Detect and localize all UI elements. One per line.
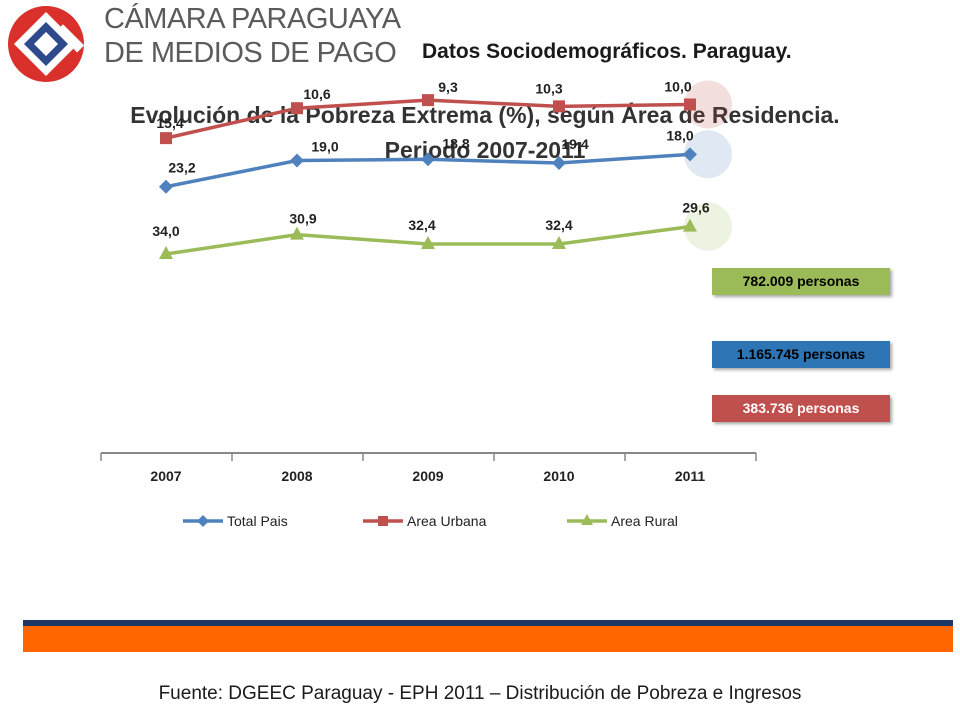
data-point — [290, 226, 304, 240]
data-point — [421, 152, 435, 167]
data-point — [291, 102, 303, 115]
data-point — [552, 236, 566, 250]
endpoint-glow — [684, 130, 732, 179]
legend-label: Total Pais — [227, 513, 288, 529]
legend-marker — [581, 514, 593, 525]
data-point — [683, 218, 697, 232]
badge-total-pais: 1.165.745 personas — [712, 341, 890, 368]
data-point — [683, 147, 697, 162]
data-point — [160, 132, 172, 145]
data-label: 30,9 — [289, 211, 316, 227]
badge-area-urbana: 383.736 personas — [712, 395, 890, 422]
data-point — [290, 153, 304, 168]
source-note: Fuente: DGEEC Paraguay - EPH 2011 – Dist… — [158, 683, 802, 704]
footer-orange-bar — [23, 626, 953, 652]
x-tick-label: 2007 — [150, 468, 181, 484]
badge-area-rural: 782.009 personas — [712, 268, 890, 295]
x-tick-label: 2009 — [412, 468, 443, 484]
data-label: 19,0 — [311, 139, 338, 155]
data-label: 10,3 — [535, 80, 562, 96]
x-tick-label: 2010 — [543, 468, 574, 484]
data-label: 9,3 — [438, 79, 458, 95]
legend-label: Area Rural — [611, 513, 678, 529]
logo-line-2: DE MEDIOS DE PAGO — [104, 37, 397, 69]
legend-marker — [197, 515, 209, 527]
data-label: 10,6 — [303, 86, 330, 102]
data-point — [552, 156, 566, 171]
logo-line-1: CÁMARA PARAGUAYA — [104, 3, 401, 35]
data-label: 29,6 — [682, 200, 709, 216]
data-label: 32,4 — [408, 217, 435, 233]
data-point — [159, 179, 173, 194]
legend-label: Area Urbana — [407, 513, 487, 529]
header-title: Datos Sociodemográficos. Paraguay. — [422, 40, 792, 63]
endpoint-glow — [684, 80, 732, 129]
data-label: 32,4 — [545, 217, 572, 233]
data-point — [421, 236, 435, 250]
data-point — [553, 100, 565, 113]
legend-marker — [378, 516, 388, 526]
data-label: 23,2 — [168, 160, 195, 176]
data-label: 15,4 — [156, 115, 183, 131]
chart-title: Evolución de la Pobreza Extrema (%), seg… — [130, 102, 840, 163]
data-label: 34,0 — [152, 223, 179, 239]
data-label: 19,4 — [561, 136, 588, 152]
footer-navy-bar — [23, 620, 953, 626]
x-tick-label: 2011 — [675, 468, 706, 484]
data-point — [159, 246, 173, 259]
data-label: 18,8 — [442, 135, 469, 151]
data-label: 10,0 — [664, 78, 691, 94]
data-point — [422, 94, 434, 107]
camara-paraguaya-logo-icon — [8, 6, 85, 82]
x-tick-label: 2008 — [281, 468, 312, 484]
data-label: 18,0 — [666, 127, 693, 143]
endpoint-glow — [684, 202, 732, 251]
data-point — [684, 98, 696, 111]
logo-text: CÁMARA PARAGUAYA DE MEDIOS DE PAGO — [104, 2, 401, 70]
